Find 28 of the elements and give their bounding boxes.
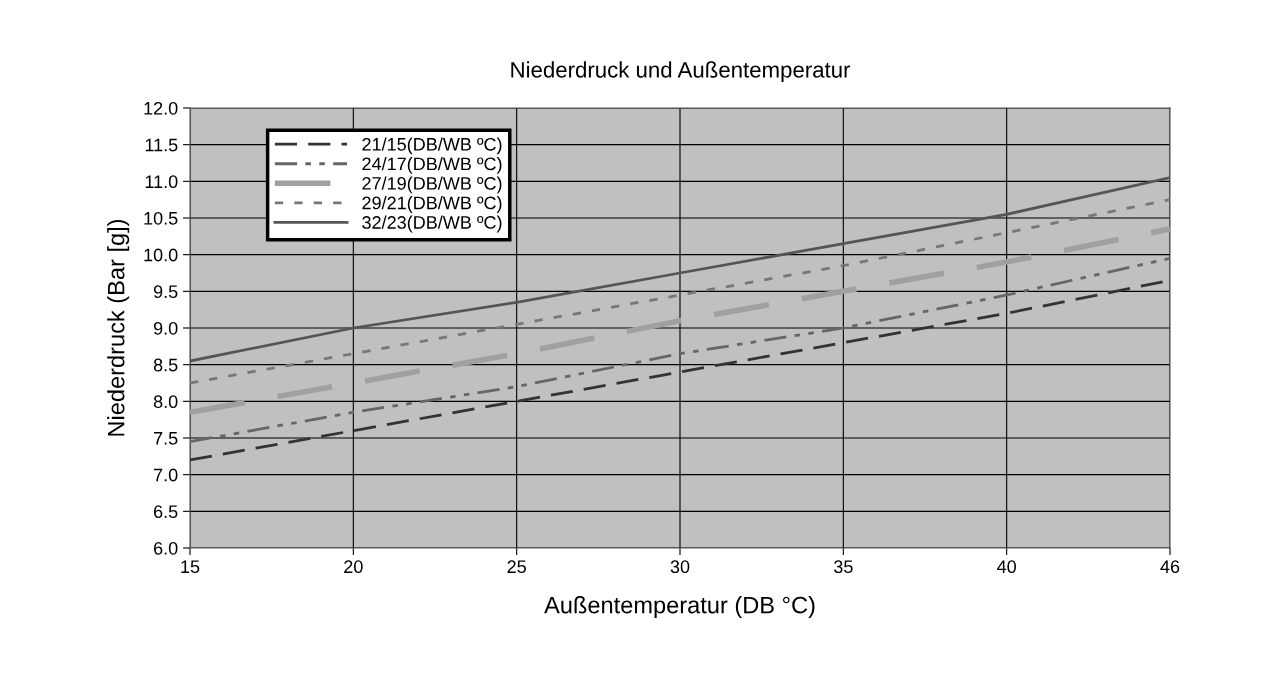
y-tick-label: 9.5 — [153, 285, 178, 299]
y-tick-label: 7.0 — [154, 468, 178, 482]
legend-label: 29/21(DB/WB ºC) — [362, 196, 502, 213]
y-tick-label: 7.5 — [154, 432, 178, 445]
y-tick-label: 8.5 — [153, 358, 178, 372]
y-tick-label: 12.0 — [144, 101, 178, 115]
y-tick-label: 6.0 — [154, 541, 178, 555]
y-tick-label: 10.0 — [144, 248, 178, 262]
x-tick-label: 25 — [507, 560, 526, 574]
y-tick-label: 10.5 — [144, 211, 178, 225]
x-tick-label: 20 — [344, 560, 363, 574]
y-tick-label: 6.5 — [154, 505, 178, 519]
legend-label: 24/17(DB/WB ºC) — [362, 156, 502, 174]
legend-label: 21/15(DB/WB ºC) — [362, 137, 502, 155]
y-tick-label: 9.0 — [153, 321, 178, 335]
y-tick-label: 11.0 — [145, 175, 178, 189]
y-axis-title: Niederdruck (Bar [g]) — [107, 219, 130, 436]
y-tick-label: 8.0 — [153, 395, 178, 409]
x-tick-label: 46 — [1160, 560, 1180, 574]
x-tick-label: 15 — [181, 560, 200, 574]
x-axis-title: Außentemperatur (DB °C) — [544, 596, 815, 619]
x-tick-label: 35 — [833, 560, 853, 574]
chart-title: Niederdruck und Außentemperatur — [511, 61, 851, 83]
x-tick-label: 30 — [670, 560, 690, 574]
legend-label: 32/23(DB/WB ºC) — [362, 215, 502, 233]
legend-label: 27/19(DB/WB ºC) — [362, 176, 502, 194]
y-tick-label: 11.5 — [145, 138, 178, 152]
x-tick-label: 40 — [997, 560, 1016, 574]
